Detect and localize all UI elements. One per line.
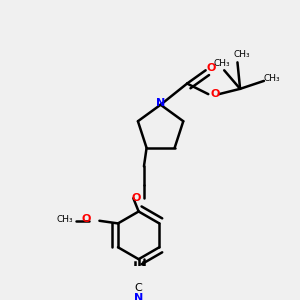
- Text: O: O: [206, 63, 216, 73]
- Text: C: C: [135, 283, 142, 293]
- Text: CH₃: CH₃: [233, 50, 250, 59]
- Text: CH₃: CH₃: [56, 215, 73, 224]
- Text: O: O: [210, 89, 220, 99]
- Text: N: N: [156, 98, 165, 108]
- Text: CH₃: CH₃: [213, 59, 230, 68]
- Text: N: N: [134, 292, 143, 300]
- Text: O: O: [131, 193, 141, 203]
- Text: O: O: [82, 214, 91, 224]
- Text: CH₃: CH₃: [264, 74, 280, 83]
